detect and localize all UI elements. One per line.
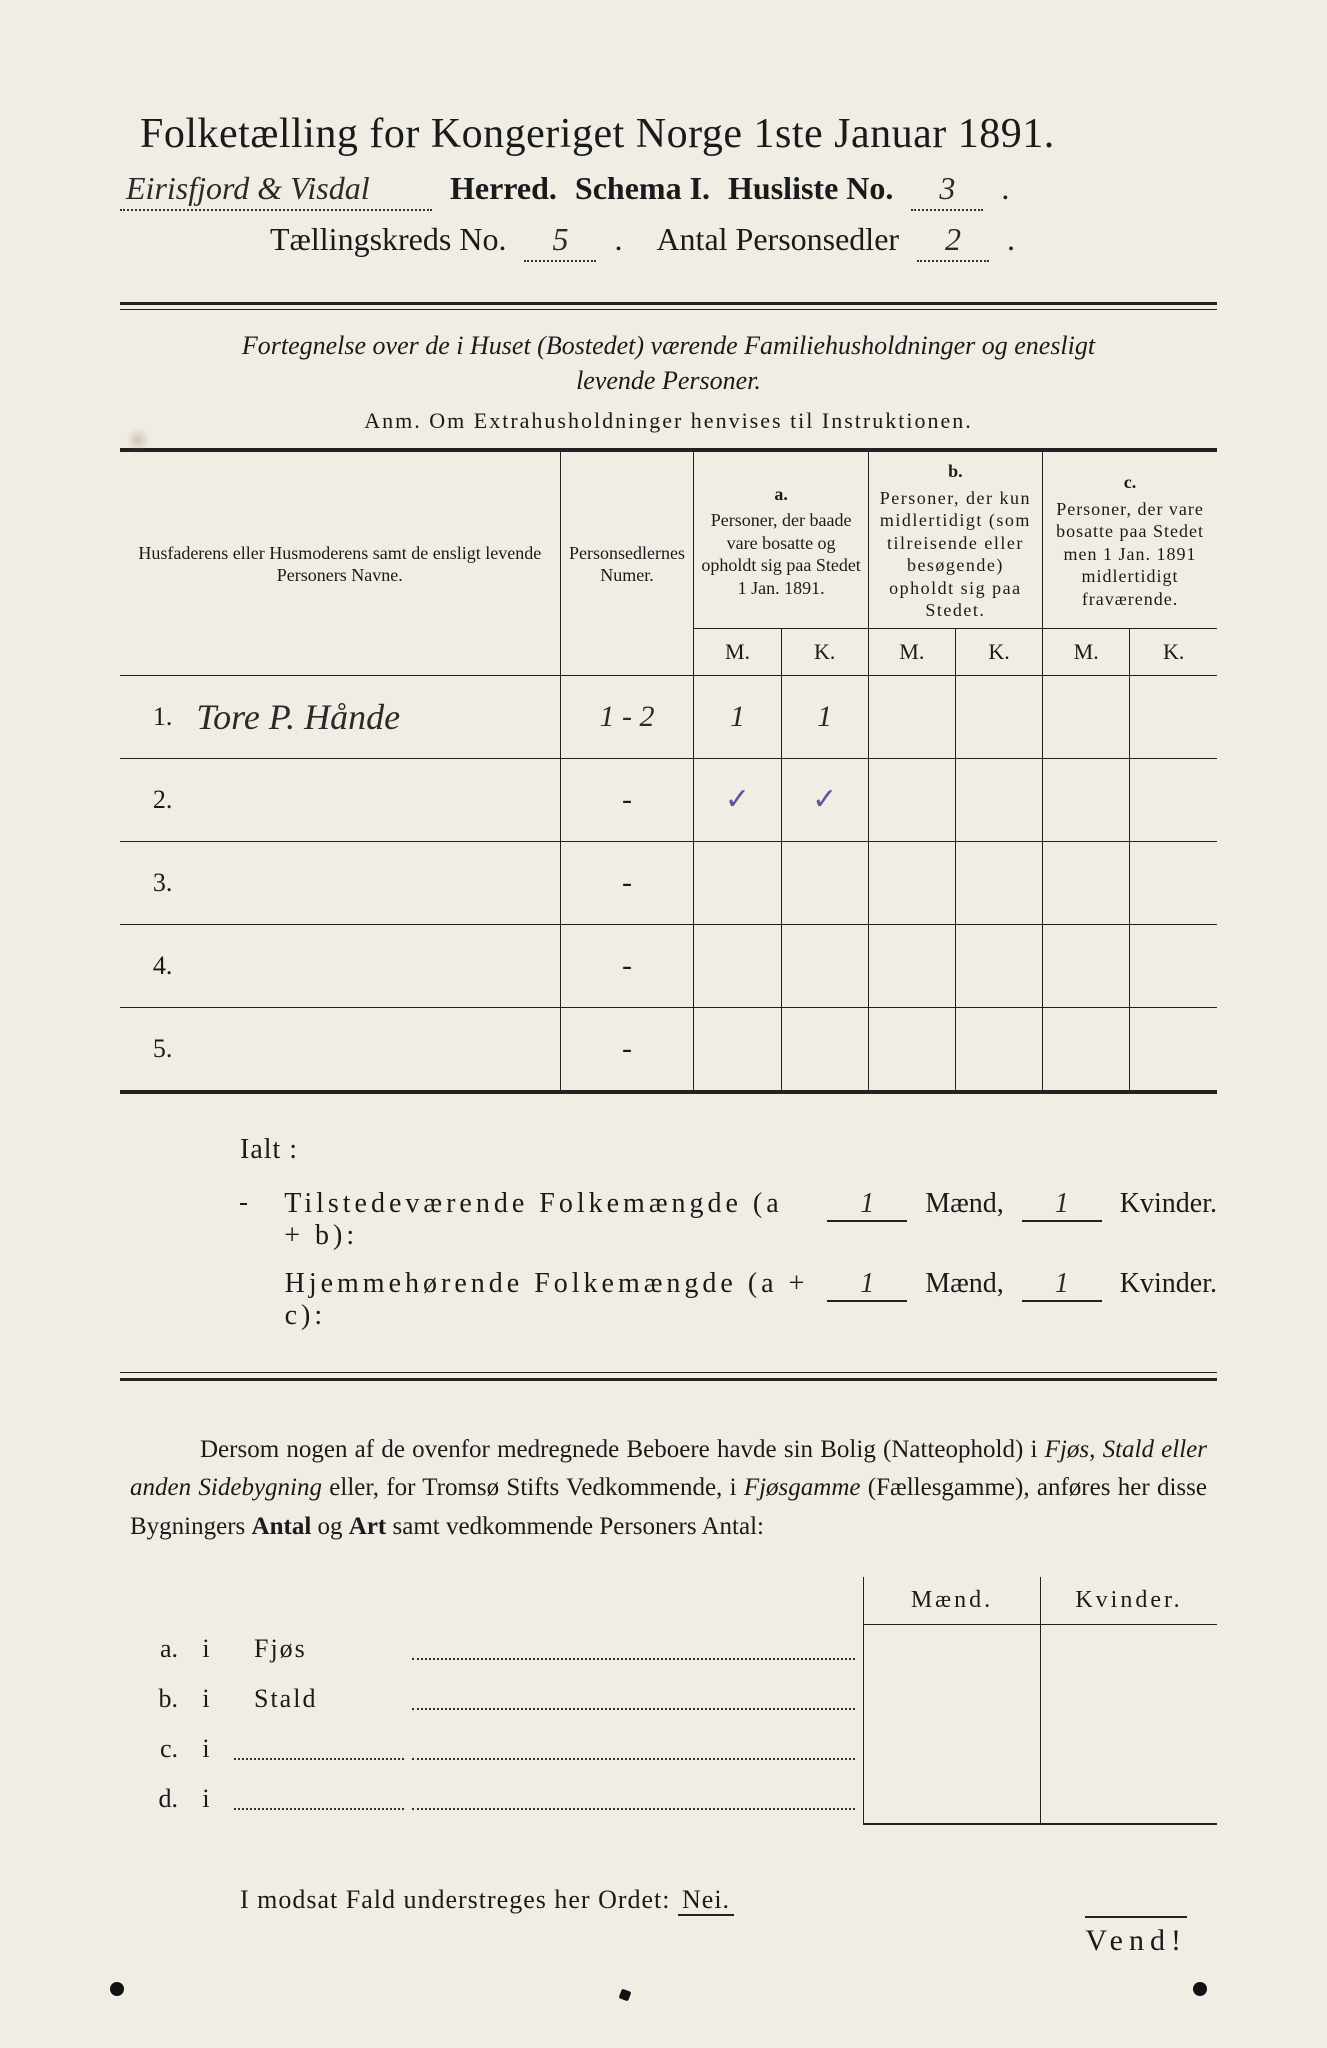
col-names-header: Husfaderens eller Husmoderens samt de en… xyxy=(120,450,560,675)
ialt-section: Ialt : Tilstedeværende Folkemængde (a + … xyxy=(240,1134,1217,1332)
table-row: 1. Tore P. Hånde 1 - 2 1 1 xyxy=(120,675,1217,758)
paragraph: Dersom nogen af de ovenfor medregnede Be… xyxy=(130,1431,1207,1547)
person-name: Tore P. Hånde xyxy=(196,697,400,737)
col-c-k: K. xyxy=(1130,628,1217,675)
col-a-k: K. xyxy=(781,628,868,675)
vend-label: Vend! xyxy=(1085,1916,1187,1958)
table-row: 4. - xyxy=(120,924,1217,1007)
nei-word: Nei. xyxy=(678,1885,734,1916)
lower-table: Mænd. Kvinder. a. i Fjøs b. i Stald xyxy=(120,1577,1217,1826)
divider xyxy=(120,302,1217,305)
col-a-header: a. Personer, der baade vare bosatte og o… xyxy=(694,450,868,628)
hole-punch xyxy=(1193,1982,1207,1996)
paper-smudge xyxy=(126,428,150,452)
herred-value: Eirisfjord & Visdal xyxy=(120,170,432,211)
lower-row: c. i xyxy=(120,1724,1217,1774)
hole-punch xyxy=(110,1982,124,1996)
divider xyxy=(120,309,1217,310)
lower-row: d. i xyxy=(120,1774,1217,1824)
lower-row: a. i Fjøs xyxy=(120,1624,1217,1674)
col-nums-header: Personsedlernes Numer. xyxy=(560,450,694,675)
col-b-m: M. xyxy=(868,628,955,675)
husliste-label: Husliste No. xyxy=(728,170,893,207)
census-form-page: Folketælling for Kongeriget Norge 1ste J… xyxy=(0,0,1327,2048)
col-c-m: M. xyxy=(1043,628,1130,675)
anm-note: Anm. Om Extrahusholdninger henvises til … xyxy=(120,408,1217,434)
herred-label: Herred. xyxy=(450,170,557,207)
paper-mark xyxy=(619,1989,632,2002)
ialt-row-1: Tilstedeværende Folkemængde (a + b): 1 M… xyxy=(240,1188,1217,1252)
col-b-header: b. Personer, der kun midlertidigt (som t… xyxy=(868,450,1042,628)
main-table: Husfaderens eller Husmoderens samt de en… xyxy=(120,448,1217,1094)
ialt-row-2: Hjemmehørende Folkemængde (a + c): 1 Mæn… xyxy=(240,1268,1217,1332)
col-c-header: c. Personer, der vare bosatte paa Stedet… xyxy=(1043,450,1217,628)
kreds-label: Tællingskreds No. xyxy=(270,221,506,258)
header-line-2: Eirisfjord & Visdal Herred. Schema I. Hu… xyxy=(120,170,1217,211)
header-line-3: Tællingskreds No. 5 . Antal Personsedler… xyxy=(120,221,1217,262)
table-row: 2. - ✓ ✓ xyxy=(120,758,1217,841)
table-row: 5. - xyxy=(120,1007,1217,1092)
table-row: 3. - xyxy=(120,841,1217,924)
page-title: Folketælling for Kongeriget Norge 1ste J… xyxy=(120,110,1217,158)
col-a-m: M. xyxy=(694,628,781,675)
schema-label: Schema I. xyxy=(575,170,710,207)
divider xyxy=(120,1372,1217,1381)
subheading: Fortegnelse over de i Huset (Bostedet) v… xyxy=(180,328,1157,398)
antal-label: Antal Personsedler xyxy=(656,221,899,258)
nei-line: I modsat Fald understreges her Ordet: Ne… xyxy=(240,1885,1217,1915)
lower-row: b. i Stald xyxy=(120,1674,1217,1724)
col-b-k: K. xyxy=(955,628,1042,675)
ialt-title: Ialt : xyxy=(240,1134,1217,1166)
kreds-value: 5 xyxy=(524,221,596,262)
antal-value: 2 xyxy=(917,221,989,262)
lower-maend-header: Mænd. xyxy=(864,1577,1041,1625)
husliste-value: 3 xyxy=(911,170,983,211)
lower-kvinder-header: Kvinder. xyxy=(1041,1577,1218,1625)
